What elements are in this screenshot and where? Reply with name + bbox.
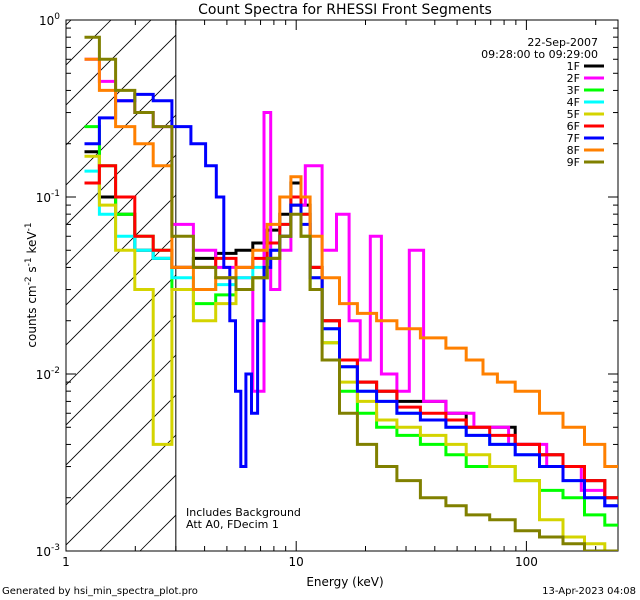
hatch-line <box>66 114 176 226</box>
hatch-line <box>0 0 80 551</box>
legend-label-7f: 7F <box>567 132 580 145</box>
y-tick-label: 10-3 <box>36 543 60 559</box>
series-line-8f <box>84 57 618 468</box>
series-lines <box>84 35 618 551</box>
hatch-line <box>66 194 176 306</box>
hatch-line <box>580 0 640 551</box>
x-tick-label: 100 <box>515 555 538 569</box>
footer-date: 13-Apr-2023 04:08 <box>542 586 636 597</box>
hatch-line <box>380 0 640 551</box>
legend-label-5f: 5F <box>567 108 580 121</box>
legend-label-9f: 9F <box>567 156 580 169</box>
hatch-line <box>66 354 176 466</box>
y-axis-label: counts cm-2 s-1 keV-1 <box>24 222 39 347</box>
hatch-line <box>620 0 640 551</box>
legend-label-2f: 2F <box>567 72 580 85</box>
hatch-line <box>66 74 176 186</box>
y-tick-label: 10-1 <box>36 189 60 205</box>
hatch-line <box>300 0 640 551</box>
hatch-line <box>66 20 112 66</box>
legend-label-8f: 8F <box>567 144 580 157</box>
hatch-line <box>66 394 176 506</box>
footer-generated-by: Generated by hsi_min_spectra_plot.pro <box>2 586 198 597</box>
time-range-label: 09:28:00 to 09:29:00 <box>481 48 598 61</box>
legend-label-4f: 4F <box>567 96 580 109</box>
legend-label-3f: 3F <box>567 84 580 97</box>
y-axis-ticks: 100 10-1 10-2 10-3 <box>36 12 618 559</box>
series-line-5f <box>84 154 618 551</box>
x-tick-label: 10 <box>289 555 304 569</box>
series-line-9f <box>84 35 618 551</box>
annotation-attenuator: Att A0, FDecim 1 <box>186 518 279 531</box>
hatch-line <box>66 274 176 386</box>
x-axis-ticks: 1 10 100 <box>62 20 597 569</box>
hatch-line <box>540 0 640 551</box>
hatch-line <box>340 0 640 551</box>
series-line-6f <box>84 164 618 500</box>
hatch-line <box>66 154 176 266</box>
plot-frame <box>65 19 619 552</box>
hatch-line <box>66 34 176 146</box>
hatched-region <box>0 0 640 551</box>
y-tick-label: 10-2 <box>36 366 60 382</box>
chart-title: Count Spectra for RHESSI Front Segments <box>198 2 492 18</box>
hatch-line <box>420 0 640 551</box>
x-axis-label: Energy (keV) <box>306 575 383 589</box>
legend-label-6f: 6F <box>567 120 580 133</box>
date-label: 22-Sep-2007 <box>527 36 598 49</box>
annotation-background: Includes Background <box>186 506 301 519</box>
hatch-line <box>460 0 640 551</box>
x-tick-label: 1 <box>62 555 70 569</box>
y-tick-label: 100 <box>39 12 60 28</box>
legend-label-1f: 1F <box>567 60 580 73</box>
